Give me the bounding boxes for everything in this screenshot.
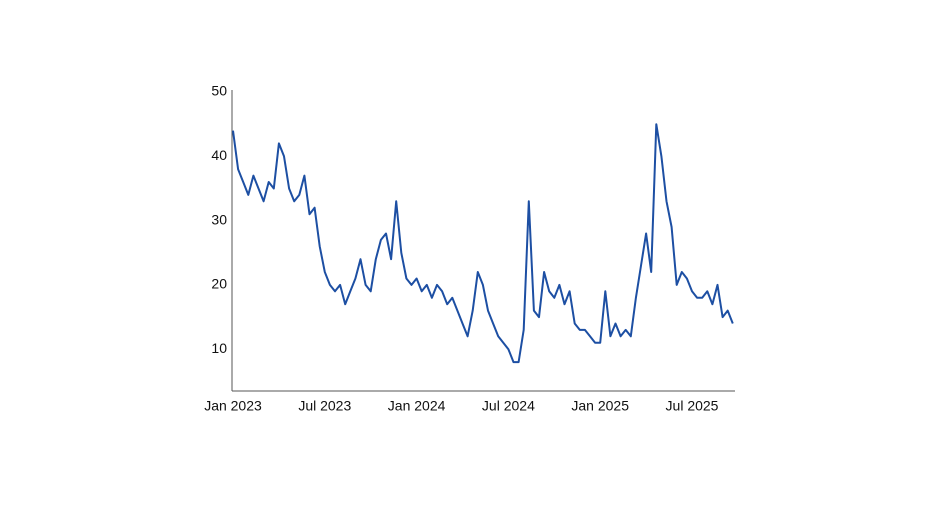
x-tick-label: Jan 2024 <box>388 398 446 414</box>
x-tick-label: Jul 2024 <box>482 398 535 414</box>
y-tick-label: 50 <box>211 83 227 99</box>
y-tick-label: 30 <box>211 211 227 227</box>
y-tick-label: 20 <box>211 276 227 292</box>
x-tick-label: Jan 2023 <box>204 398 262 414</box>
y-tick-label: 40 <box>211 147 227 163</box>
line <box>232 123 734 364</box>
y-tick-label: 10 <box>211 340 227 356</box>
x-tick-label: Jul 2025 <box>666 398 719 414</box>
x-tick-label: Jul 2023 <box>298 398 351 414</box>
x-tick-label: Jan 2025 <box>571 398 629 414</box>
